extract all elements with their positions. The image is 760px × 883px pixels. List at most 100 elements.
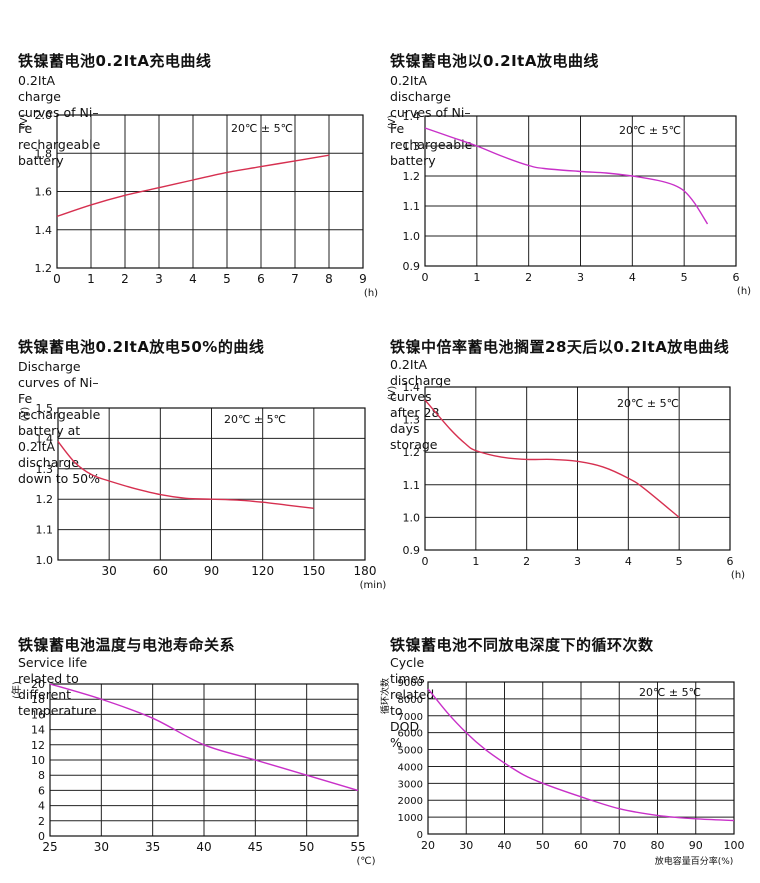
chart-title-en: Cycle times related to DOD %: [390, 655, 435, 750]
x-axis-unit-label: (min): [360, 580, 387, 591]
x-axis-unit-label: (h): [737, 286, 751, 297]
x-tick-label: 5: [676, 555, 683, 568]
series-line: [424, 127, 709, 225]
x-tick-label: 6: [727, 555, 734, 568]
x-tick-label: 1: [472, 555, 479, 568]
y-tick-label: 1.3: [403, 414, 421, 427]
chart-title-zh: 铁镍蓄电池以0.2ItA放电曲线: [390, 52, 599, 70]
y-tick-label: 1.2: [35, 262, 53, 275]
plot-frame: [424, 115, 737, 267]
x-tick-label: 30: [102, 564, 117, 578]
y-tick-label: 0: [417, 830, 423, 841]
x-tick-label: 3: [577, 271, 584, 284]
x-tick-label: 30: [94, 840, 109, 854]
plot-frame: [427, 681, 735, 835]
chart-title-en: Discharge curves of Ni–Fe rechargeable b…: [18, 359, 101, 486]
x-axis-unit-label: (h): [731, 570, 745, 581]
temperature-condition-label: 20℃ ± 5℃: [639, 686, 701, 699]
y-tick-label: 1.8: [35, 147, 53, 160]
series-line: [49, 683, 359, 792]
x-tick-label: 40: [498, 839, 512, 852]
x-tick-label: 45: [248, 840, 263, 854]
plot-frame: [57, 407, 366, 561]
plot-frame: [56, 114, 364, 269]
x-tick-label: 80: [651, 839, 665, 852]
y-tick-label: 1.0: [403, 230, 421, 243]
y-tick-label: 0.9: [403, 260, 421, 273]
y-tick-label: 7000: [398, 712, 423, 723]
discharge-50-chart: 1.0 1.1 1.2 1.3 1.4 1.5 30 60 90 120 150 180 (min) (V…: [20, 402, 386, 591]
x-tick-label: 0: [53, 272, 61, 286]
y-tick-label: 8000: [398, 695, 423, 706]
x-tick-label: 4: [629, 271, 636, 284]
x-tick-label: 60: [574, 839, 588, 852]
x-tick-label: 2: [121, 272, 129, 286]
y-tick-label: 3000: [398, 779, 423, 790]
x-tick-label: 25: [42, 840, 57, 854]
x-tick-label: 20: [421, 839, 435, 852]
y-tick-label: 1.4: [36, 432, 54, 445]
y-tick-label: 1.1: [403, 200, 421, 213]
y-axis-unit-label: (V): [387, 386, 398, 401]
y-tick-label: 12: [31, 739, 45, 752]
y-axis-unit-label: (年): [10, 681, 23, 699]
plot-frame: [424, 386, 731, 551]
plot-frame: [49, 683, 359, 837]
chart-title-zh: 铁镍蓄电池温度与电池寿命关系: [18, 636, 236, 654]
x-tick-label: 40: [196, 840, 211, 854]
series-line: [427, 688, 735, 822]
x-tick-label: 120: [251, 564, 274, 578]
y-tick-label: 8: [38, 769, 45, 782]
y-tick-label: 6: [38, 784, 45, 797]
y-axis-unit-label: (V): [20, 407, 31, 422]
chart-title-zh: 铁镍中倍率蓄电池搁置28天后以0.2ItA放电曲线: [390, 338, 730, 356]
y-tick-label: 1.3: [403, 140, 421, 153]
cycle-times-chart: 0 1000 2000 3000 4000 5000 6000 7000 8000 9000 20 3…: [379, 678, 745, 867]
y-tick-label: 1.2: [36, 493, 54, 506]
x-tick-label: 1: [87, 272, 95, 286]
y-tick-label: 1.1: [36, 524, 54, 537]
y-tick-label: 5000: [398, 746, 423, 757]
chart-title-zh: 铁镍蓄电池0.2ItA充电曲线: [18, 52, 212, 70]
x-tick-label: 2: [525, 271, 532, 284]
y-tick-label: 1.3: [36, 463, 54, 476]
x-tick-label: 3: [155, 272, 163, 286]
y-tick-label: 1000: [398, 813, 423, 824]
service-life-chart: 0 2 4 6 8 10 12 14 16 18 20 25 30 35 40 45 50 55 (℃) (年): [10, 678, 376, 867]
y-tick-label: 1.5: [36, 402, 54, 415]
x-tick-label: 9: [359, 272, 367, 286]
chart-title-en: 0.2ItA discharge curves after 28 days st…: [390, 357, 451, 452]
y-tick-label: 14: [31, 724, 45, 737]
x-tick-label: 6: [257, 272, 265, 286]
y-axis-unit-label: (V): [387, 115, 398, 130]
y-tick-label: 10: [31, 754, 45, 767]
chart-title-zh: 铁镍蓄电池不同放电深度下的循环次数: [390, 636, 654, 654]
y-tick-label: 2000: [398, 796, 423, 807]
x-axis-unit-label: (h): [364, 288, 378, 299]
x-tick-label: 1: [473, 271, 480, 284]
series-line: [57, 440, 314, 509]
x-tick-label: 5: [681, 271, 688, 284]
y-tick-label: 1.4: [403, 381, 421, 394]
storage-discharge-chart: 0.9 1.0 1.1 1.2 1.3 1.4 0 1 2 3 4 5 6 (h) (V) 20℃ ± 5℃: [387, 381, 745, 581]
y-tick-label: 1.2: [403, 446, 421, 459]
x-tick-label: 70: [612, 839, 626, 852]
charge-curve-chart: 1.2 1.4 1.6 1.8 2.0 0 1 2 3 4 5 6 7 8 9 (h) (V) 20℃ ± 5℃: [19, 109, 378, 299]
y-tick-label: 2: [38, 815, 45, 828]
x-tick-label: 30: [459, 839, 473, 852]
x-tick-label: 8: [325, 272, 333, 286]
temperature-condition-label: 20℃ ± 5℃: [224, 413, 286, 426]
x-tick-label: 5: [223, 272, 231, 286]
x-tick-label: 180: [354, 564, 377, 578]
y-axis-unit-label: (V): [19, 114, 30, 129]
y-tick-label: 16: [31, 708, 45, 721]
y-tick-label: 1.6: [35, 186, 53, 199]
y-tick-label: 1.4: [35, 224, 53, 237]
y-tick-label: 0: [38, 830, 45, 843]
x-tick-label: 4: [625, 555, 632, 568]
temperature-condition-label: 20℃ ± 5℃: [619, 124, 681, 137]
x-tick-label: 55: [350, 840, 365, 854]
x-tick-label: 50: [299, 840, 314, 854]
temperature-condition-label: 20℃ ± 5℃: [231, 122, 293, 135]
x-tick-label: 60: [153, 564, 168, 578]
